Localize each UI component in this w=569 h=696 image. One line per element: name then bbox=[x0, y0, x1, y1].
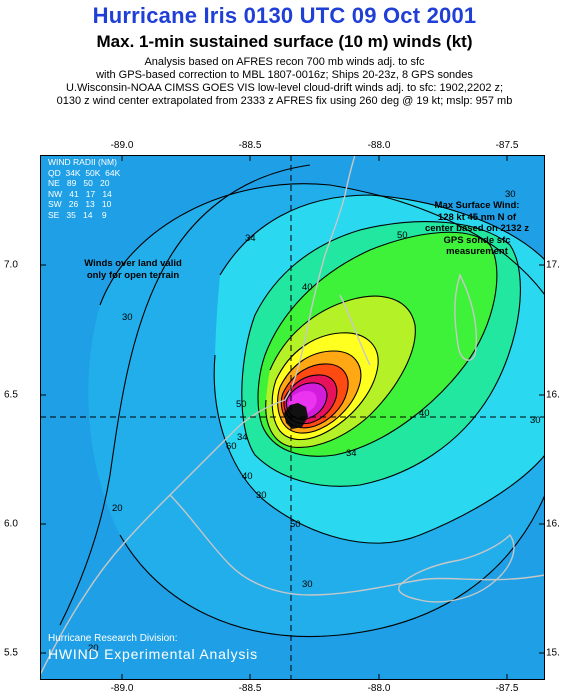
right-tick-label: 17. bbox=[546, 259, 560, 271]
contour-label: 50 bbox=[236, 399, 247, 410]
analysis-note-2: with GPS-based correction to MBL 1807-00… bbox=[96, 69, 473, 81]
map-subtitle: Max. 1-min sustained surface (10 m) wind… bbox=[96, 32, 473, 51]
right-tick-label: 16. bbox=[546, 389, 560, 401]
wind-radii-columns: QD 34K 50K 64K bbox=[48, 167, 121, 178]
credit-analysis: HWIND Experimental Analysis bbox=[48, 646, 258, 662]
land-note-line: only for open terrain bbox=[86, 269, 180, 281]
analysis-note-1: Analysis based on AFRES recon 700 mb win… bbox=[144, 56, 425, 68]
max-wind-line: 128 kt 45 nm N of bbox=[437, 211, 517, 223]
analysis-note-4: 0130 z wind center extrapolated from 233… bbox=[56, 95, 513, 107]
contour-label: 34 bbox=[346, 448, 357, 459]
wind-radii-row: SW 26 13 10 bbox=[48, 199, 112, 209]
wind-radii-table: WIND RADII (NM) QD 34K 50K 64K NE 89 50 20… bbox=[48, 157, 120, 220]
contour-label: 30 bbox=[256, 490, 267, 501]
wind-radii-header: WIND RADII (NM) bbox=[48, 157, 117, 167]
contour-line-80 bbox=[277, 350, 362, 434]
contour-line-34 bbox=[219, 194, 545, 276]
contour-label: 30 bbox=[302, 579, 313, 590]
analysis-note-3: U.Wisconsin-NOAA CIMSS GOES VIS low-leve… bbox=[65, 82, 504, 94]
contour-label: 30 bbox=[122, 312, 133, 323]
contour-label: 40 bbox=[419, 408, 430, 419]
contour-label: 34 bbox=[245, 233, 256, 244]
contour-label: 30 bbox=[505, 189, 516, 200]
contour-line-40 bbox=[241, 221, 521, 487]
wind-radii-row: NW 41 17 14 bbox=[48, 188, 112, 199]
contour-line-110 bbox=[285, 382, 328, 420]
right-tick-label: 16. bbox=[546, 518, 560, 530]
top-tick-label: -87.5 bbox=[495, 140, 519, 151]
top-tick-label: -89.0 bbox=[110, 140, 134, 151]
max-wind-line: GPS sonde sfc bbox=[443, 234, 511, 246]
left-tick-label: 6.0 bbox=[4, 518, 18, 530]
coastline bbox=[40, 155, 545, 676]
contour-line-34b bbox=[213, 354, 545, 544]
top-tick-label: -88.5 bbox=[238, 140, 262, 151]
bottom-tick-label: -87.5 bbox=[495, 683, 519, 694]
contour-line-100 bbox=[283, 374, 338, 425]
contour-line-70 bbox=[271, 332, 379, 441]
land-note-line: Winds over land valid bbox=[84, 258, 182, 269]
max-wind-annotation: Max Surface Wind: 128 kt 45 nm N of cent… bbox=[412, 200, 542, 258]
bottom-tick-label: -88.5 bbox=[238, 683, 262, 694]
map-title: Hurricane Iris 0130 UTC 09 Oct 2001 bbox=[92, 3, 477, 28]
left-tick-label: 5.5 bbox=[4, 647, 18, 659]
right-tick-label: 15. bbox=[546, 647, 560, 659]
contour-label: 50 bbox=[290, 519, 301, 530]
contour-label: 30 bbox=[530, 415, 541, 426]
contour-label: 20 bbox=[112, 503, 123, 514]
contour-line-60 bbox=[265, 295, 416, 449]
contour-line-30 bbox=[99, 183, 545, 306]
map-frame bbox=[40, 155, 545, 680]
contour-line-20 bbox=[59, 164, 311, 626]
contour-label: 40 bbox=[242, 471, 253, 482]
wind-radii-row: SE 35 14 9 bbox=[48, 209, 107, 220]
max-wind-line: center based on 2132 z bbox=[424, 223, 530, 234]
bottom-tick-label: -88.0 bbox=[367, 683, 391, 694]
land-winds-note: Winds over land valid only for open terr… bbox=[68, 258, 198, 281]
contour-label: 40 bbox=[302, 282, 313, 293]
credit-division: Hurricane Research Division: bbox=[48, 633, 178, 644]
wind-radii-row: NE 89 50 20 bbox=[48, 178, 110, 188]
contour-label: 20 bbox=[88, 643, 99, 654]
top-tick-label: -88.0 bbox=[367, 140, 391, 151]
max-wind-line: Max Surface Wind: bbox=[434, 200, 520, 211]
left-tick-label: 6.5 bbox=[4, 389, 18, 401]
max-wind-line: measurement bbox=[446, 246, 508, 257]
contour-label: 60 bbox=[226, 441, 237, 452]
bottom-tick-label: -89.0 bbox=[110, 683, 134, 694]
eye-center bbox=[284, 403, 308, 429]
wind-field-map[interactable]: 34 30 30 34 50 40 40 30 50 60 40 34 30 5… bbox=[40, 155, 545, 680]
left-tick-label: 7.0 bbox=[4, 259, 18, 271]
contour-line-30b bbox=[119, 494, 545, 638]
contour-label: 50 bbox=[397, 230, 408, 241]
contour-label: 34 bbox=[237, 432, 248, 443]
